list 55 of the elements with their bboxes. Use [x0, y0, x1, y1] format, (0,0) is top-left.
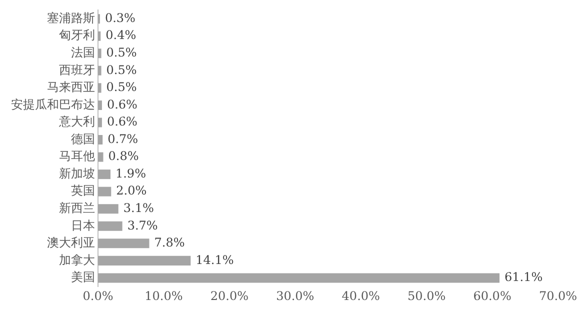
bar — [98, 135, 103, 145]
bar — [98, 100, 102, 110]
bar — [98, 48, 102, 58]
data-label: 0.6% — [106, 97, 138, 112]
x-tick-label: 40.0% — [342, 288, 380, 303]
data-label: 3.1% — [123, 200, 154, 215]
y-tick-label: 德国 — [71, 132, 95, 146]
data-label: 7.8% — [154, 236, 185, 250]
data-label: 0.3% — [104, 10, 136, 25]
bar — [98, 31, 101, 41]
bar — [98, 273, 500, 283]
data-label: 0.5% — [106, 80, 137, 94]
data-label: 1.9% — [115, 166, 146, 180]
y-tick-label: 英国 — [71, 184, 95, 198]
y-tick-label: 西班牙 — [59, 62, 95, 77]
y-tick-label: 法国 — [71, 46, 95, 60]
y-tick-label: 塞浦路斯 — [47, 10, 95, 25]
data-label: 0.6% — [106, 114, 138, 129]
bar — [98, 152, 104, 162]
bar — [98, 186, 112, 196]
data-label: 61.1% — [504, 270, 543, 284]
y-tick-label: 马耳他 — [59, 149, 95, 164]
data-label: 0.7% — [108, 132, 138, 146]
bar — [98, 256, 191, 266]
x-tick-label: 50.0% — [408, 288, 446, 303]
x-tick-label: 0.0% — [82, 288, 114, 303]
y-tick-label: 加拿大 — [59, 252, 95, 267]
y-tick-label: 澳大利亚 — [47, 236, 95, 250]
y-tick-label: 马来西亚 — [47, 80, 95, 94]
y-tick-label: 匈牙利 — [59, 28, 95, 42]
bar — [98, 83, 102, 93]
data-label: 0.4% — [106, 28, 136, 42]
bar — [98, 118, 102, 128]
y-tick-label: 安提瓜和巴布达 — [11, 97, 95, 112]
x-tick-label: 20.0% — [210, 288, 248, 303]
bar — [98, 221, 122, 231]
y-tick-label: 新西兰 — [59, 200, 95, 215]
y-tick-label: 新加坡 — [59, 166, 95, 180]
y-tick-label: 美国 — [71, 270, 95, 284]
x-tick-label: 10.0% — [144, 288, 183, 303]
data-label: 0.8% — [108, 149, 139, 164]
data-label: 3.7% — [127, 218, 158, 232]
bar — [98, 66, 102, 76]
data-label: 2.0% — [116, 184, 147, 198]
data-label: 14.1% — [196, 252, 234, 267]
y-tick-label: 日本 — [71, 218, 95, 232]
x-tick-label: 30.0% — [276, 288, 314, 303]
x-tick-label: 70.0% — [538, 288, 578, 303]
data-label: 0.5% — [106, 46, 137, 60]
data-label: 0.5% — [106, 62, 137, 77]
y-tick-label: 意大利 — [58, 114, 95, 129]
bar — [98, 204, 118, 214]
x-tick-label: 60.0% — [473, 288, 512, 303]
bar — [98, 170, 110, 180]
bar — [98, 238, 150, 248]
